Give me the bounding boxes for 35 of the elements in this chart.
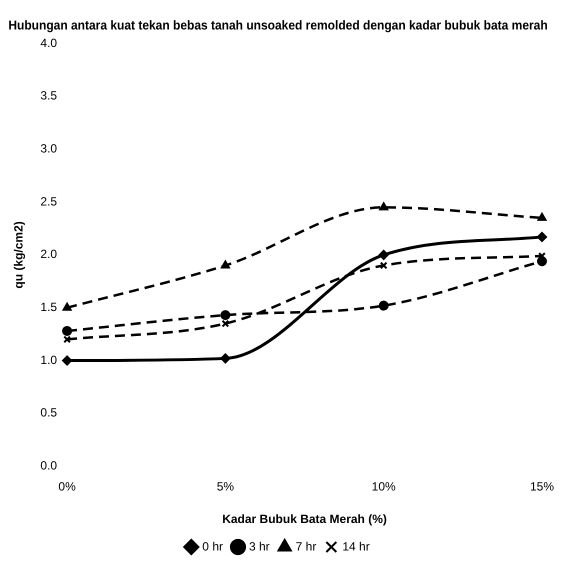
point bbox=[63, 336, 71, 344]
legend-label: 3 hr bbox=[248, 539, 270, 554]
x-tick-label: 15% bbox=[530, 480, 554, 494]
point bbox=[378, 250, 389, 260]
y-tick-label: 3.0 bbox=[40, 142, 58, 156]
point bbox=[62, 302, 72, 311]
y-tick-label: 1.5 bbox=[40, 300, 58, 314]
point bbox=[220, 353, 230, 364]
point bbox=[220, 260, 230, 268]
x-axis-title: Kadar Bubuk Bata Merah (%) bbox=[222, 512, 387, 526]
point bbox=[378, 300, 389, 311]
legend-label: 0 hr bbox=[202, 539, 223, 554]
y-tick-label: 3.5 bbox=[40, 88, 58, 103]
chart-title: Hubungan antara kuat tekan bebas tanah unsoaked remolded dengan kadar bubuk bata merah bbox=[8, 18, 548, 32]
point bbox=[222, 320, 230, 328]
y-tick-label: 4.0 bbox=[40, 36, 58, 50]
legend-label: 14 hr bbox=[342, 539, 370, 554]
point bbox=[536, 232, 547, 242]
point bbox=[379, 202, 388, 210]
y-tick-label: 1.0 bbox=[40, 352, 58, 367]
point bbox=[220, 310, 230, 320]
point bbox=[538, 212, 546, 221]
point bbox=[62, 326, 72, 336]
point bbox=[380, 262, 388, 270]
x-tick-label: 10% bbox=[372, 480, 396, 494]
y-axis-title: qu (kg/cm2) bbox=[12, 221, 26, 289]
y-tick-label: 0.5 bbox=[40, 406, 58, 420]
y-tick-label: 2.0 bbox=[40, 247, 58, 262]
x-tick-label: 5% bbox=[216, 480, 234, 494]
y-tick-label: 0.0 bbox=[40, 458, 58, 473]
point bbox=[62, 356, 72, 366]
legend-label: 7 hr bbox=[296, 539, 316, 554]
x-tick-label: 0% bbox=[58, 480, 76, 494]
point bbox=[536, 256, 547, 266]
y-tick-label: 2.5 bbox=[40, 194, 58, 208]
